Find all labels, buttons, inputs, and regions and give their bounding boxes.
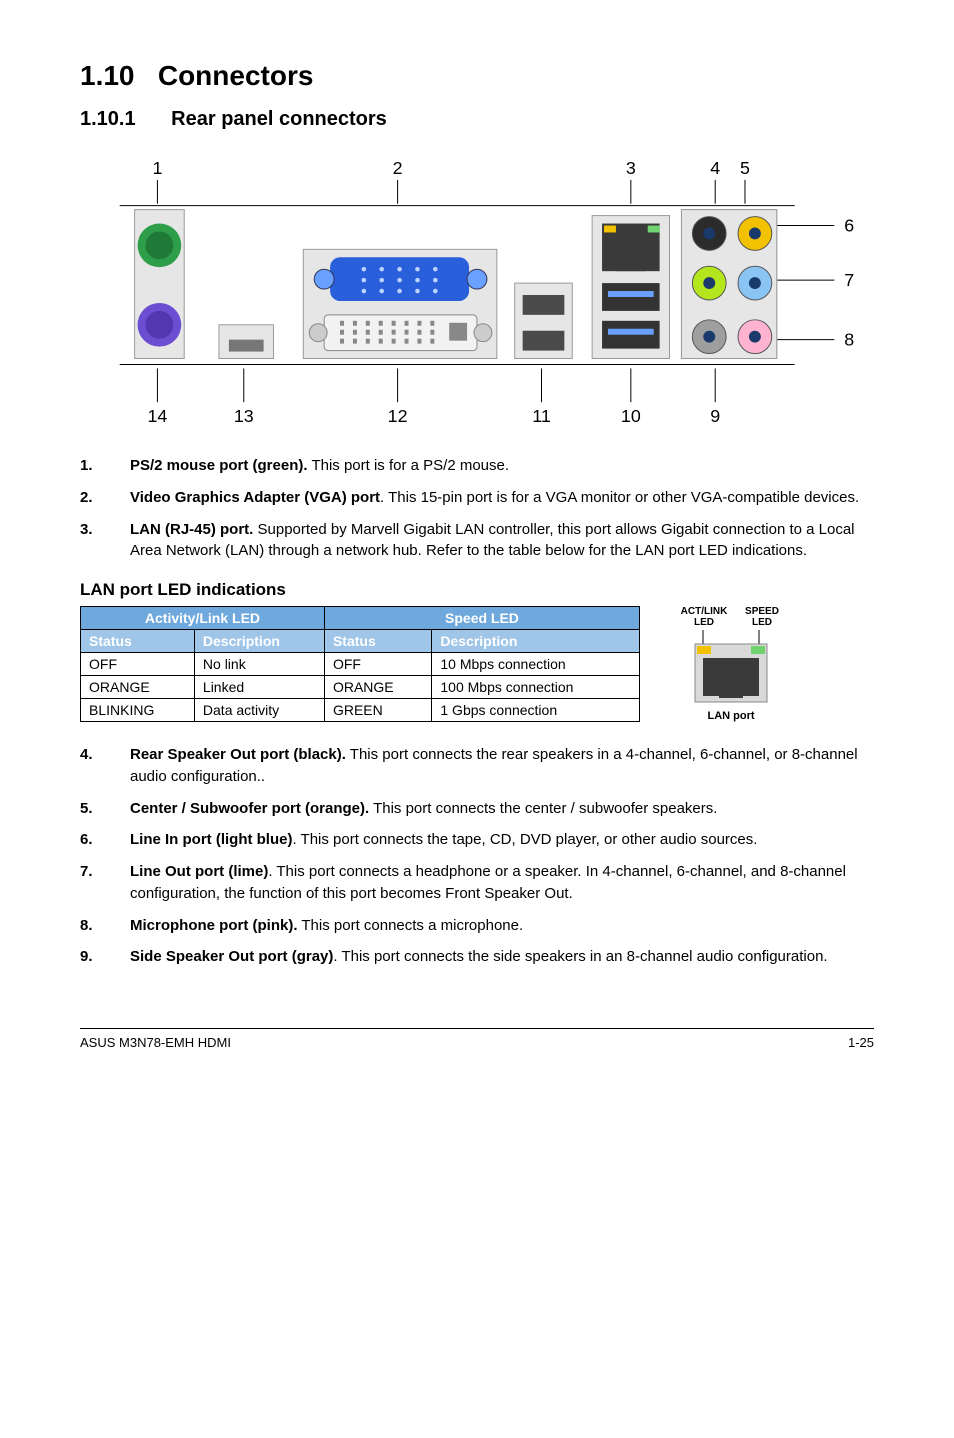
- svg-text:10: 10: [621, 406, 641, 426]
- item-body: Line In port (light blue). This port con…: [130, 829, 874, 851]
- item-rest: This port connects a microphone.: [297, 917, 523, 934]
- table-cell: Data activity: [194, 699, 324, 722]
- footer-right: 1-25: [848, 1035, 874, 1050]
- footer-left: ASUS M3N78-EMH HDMI: [80, 1035, 231, 1050]
- svg-text:9: 9: [710, 406, 720, 426]
- list-item: 1.PS/2 mouse port (green). This port is …: [80, 455, 874, 477]
- svg-text:5: 5: [740, 158, 750, 178]
- page-footer: ASUS M3N78-EMH HDMI 1-25: [80, 1028, 874, 1050]
- item-lead: Line In port (light blue): [130, 831, 292, 848]
- item-lead: Center / Subwoofer port (orange).: [130, 800, 369, 817]
- svg-text:1: 1: [152, 158, 162, 178]
- list-item: 6.Line In port (light blue). This port c…: [80, 829, 874, 851]
- connector-list-2: 4.Rear Speaker Out port (black). This po…: [80, 744, 874, 968]
- item-index: 2.: [80, 487, 130, 509]
- svg-text:7: 7: [844, 270, 854, 290]
- item-lead: Microphone port (pink).: [130, 917, 297, 934]
- item-body: Line Out port (lime). This port connects…: [130, 861, 874, 905]
- item-index: 6.: [80, 829, 130, 851]
- table-cell: OFF: [81, 653, 195, 676]
- svg-text:11: 11: [532, 406, 551, 426]
- item-index: 9.: [80, 946, 130, 968]
- table-cell: ORANGE: [81, 676, 195, 699]
- list-item: 4.Rear Speaker Out port (black). This po…: [80, 744, 874, 788]
- item-body: Video Graphics Adapter (VGA) port. This …: [130, 487, 874, 509]
- item-rest: . This port connects the side speakers i…: [333, 948, 827, 965]
- item-lead: Rear Speaker Out port (black).: [130, 746, 346, 763]
- section-number: 1.10: [80, 60, 135, 91]
- item-index: 4.: [80, 744, 130, 788]
- item-index: 3.: [80, 519, 130, 563]
- table-col-header: Status: [324, 630, 431, 653]
- item-lead: LAN (RJ-45) port.: [130, 521, 253, 538]
- led-table: Activity/Link LEDSpeed LEDStatusDescript…: [80, 606, 640, 722]
- speed-led-label: SPEED LED: [742, 606, 782, 628]
- connector-list-1: 1.PS/2 mouse port (green). This port is …: [80, 455, 874, 562]
- table-cell: ORANGE: [324, 676, 431, 699]
- led-block: Activity/Link LEDSpeed LEDStatusDescript…: [80, 606, 874, 722]
- table-col-header: Status: [81, 630, 195, 653]
- table-cell: GREEN: [324, 699, 431, 722]
- item-rest: . This 15-pin port is for a VGA monitor …: [380, 489, 859, 506]
- table-col-header: Description: [194, 630, 324, 653]
- table-row: BLINKINGData activityGREEN1 Gbps connect…: [81, 699, 640, 722]
- item-index: 5.: [80, 798, 130, 820]
- table-row: ORANGELinkedORANGE100 Mbps connection: [81, 676, 640, 699]
- table-cell: 100 Mbps connection: [432, 676, 640, 699]
- section-title: Connectors: [158, 60, 314, 91]
- section-heading: 1.10 Connectors: [80, 60, 874, 92]
- item-rest: This port connects the center / subwoofe…: [369, 800, 717, 817]
- lan-port-caption: LAN port: [680, 710, 782, 722]
- table-cell: BLINKING: [81, 699, 195, 722]
- svg-text:4: 4: [710, 158, 720, 178]
- svg-text:8: 8: [844, 330, 854, 350]
- svg-text:3: 3: [626, 158, 636, 178]
- list-item: 8.Microphone port (pink). This port conn…: [80, 915, 874, 937]
- led-heading: LAN port LED indications: [80, 580, 874, 600]
- svg-text:6: 6: [844, 215, 854, 235]
- table-group-header: Activity/Link LED: [81, 607, 325, 630]
- item-body: PS/2 mouse port (green). This port is fo…: [130, 455, 874, 477]
- svg-text:2: 2: [393, 158, 403, 178]
- table-col-header: Description: [432, 630, 640, 653]
- item-body: Side Speaker Out port (gray). This port …: [130, 946, 874, 968]
- subsection-heading: 1.10.1 Rear panel connectors: [80, 108, 874, 131]
- svg-text:12: 12: [388, 406, 408, 426]
- table-cell: 1 Gbps connection: [432, 699, 640, 722]
- svg-text:13: 13: [234, 406, 254, 426]
- list-item: 9.Side Speaker Out port (gray). This por…: [80, 946, 874, 968]
- list-item: 5.Center / Subwoofer port (orange). This…: [80, 798, 874, 820]
- svg-text:14: 14: [147, 406, 167, 426]
- rear-panel-diagram: 1234567814131211109: [80, 155, 874, 435]
- subsection-title: Rear panel connectors: [171, 108, 387, 130]
- table-cell: 10 Mbps connection: [432, 653, 640, 676]
- list-item: 7.Line Out port (lime). This port connec…: [80, 861, 874, 905]
- list-item: 3.LAN (RJ-45) port. Supported by Marvell…: [80, 519, 874, 563]
- item-index: 1.: [80, 455, 130, 477]
- item-lead: Line Out port (lime): [130, 863, 268, 880]
- item-lead: PS/2 mouse port (green).: [130, 457, 308, 474]
- item-rest: This port is for a PS/2 mouse.: [308, 457, 509, 474]
- item-index: 8.: [80, 915, 130, 937]
- item-body: Rear Speaker Out port (black). This port…: [130, 744, 874, 788]
- lan-port-graphic: ACT/LINK LED SPEED LED LAN port: [680, 606, 782, 722]
- item-lead: Video Graphics Adapter (VGA) port: [130, 489, 380, 506]
- actlink-led-label: ACT/LINK LED: [680, 606, 728, 628]
- item-body: Microphone port (pink). This port connec…: [130, 915, 874, 937]
- subsection-number: 1.10.1: [80, 108, 136, 130]
- item-lead: Side Speaker Out port (gray): [130, 948, 333, 965]
- table-cell: OFF: [324, 653, 431, 676]
- item-body: LAN (RJ-45) port. Supported by Marvell G…: [130, 519, 874, 563]
- item-rest: . This port connects the tape, CD, DVD p…: [292, 831, 757, 848]
- table-cell: Linked: [194, 676, 324, 699]
- list-item: 2.Video Graphics Adapter (VGA) port. Thi…: [80, 487, 874, 509]
- table-cell: No link: [194, 653, 324, 676]
- table-row: OFFNo linkOFF10 Mbps connection: [81, 653, 640, 676]
- item-body: Center / Subwoofer port (orange). This p…: [130, 798, 874, 820]
- table-group-header: Speed LED: [324, 607, 639, 630]
- item-index: 7.: [80, 861, 130, 905]
